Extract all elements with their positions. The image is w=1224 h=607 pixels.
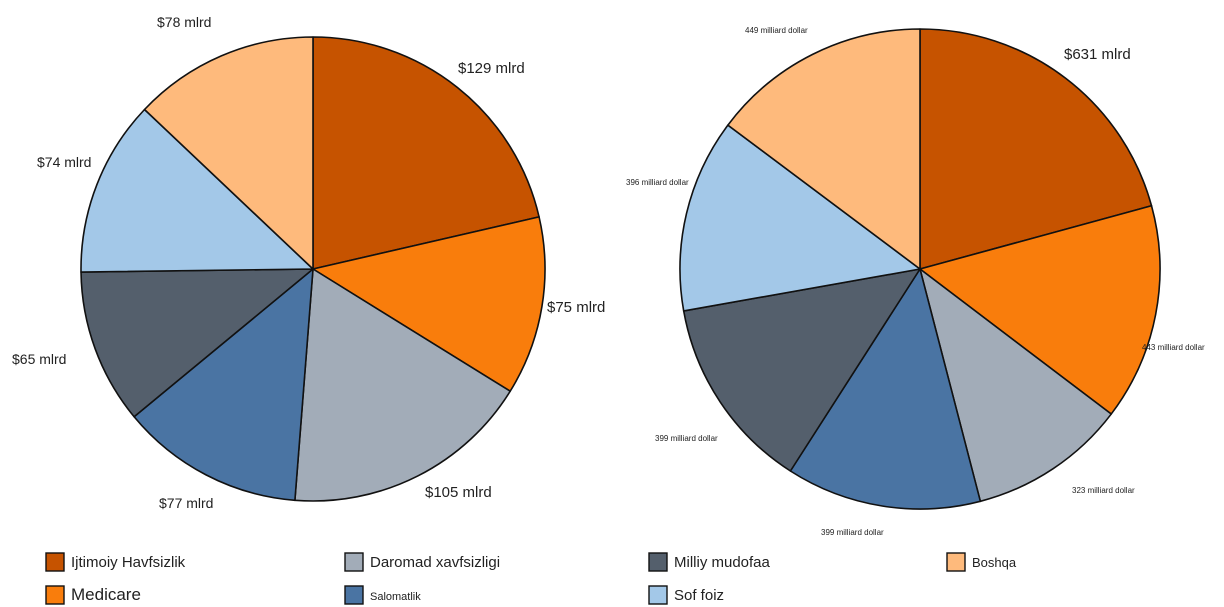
right-slice-ijtimoiy-havfsizlik bbox=[919, 28, 1153, 270]
legend-swatch bbox=[45, 585, 65, 605]
left-slice-sof-foiz bbox=[80, 108, 314, 273]
pie-chart-right: $631 mlrd 443 milliard dollar 323 milliard… bbox=[626, 26, 1205, 537]
legend-label: Daromad xavfsizligi bbox=[370, 554, 500, 571]
pie-chart-left: $129 mlrd $75 mlrd $105 mlrd $77 mlrd $65 ml… bbox=[12, 14, 605, 511]
legend-label: Salomatlik bbox=[370, 591, 421, 603]
right-data-label-milliy-mudofaa: 399 milliard dollar bbox=[655, 434, 718, 443]
right-slice-medicare bbox=[919, 204, 1161, 415]
legend-item-daromad-xavfsizligi: Daromad xavfsizligi bbox=[344, 552, 500, 572]
legend-swatch bbox=[344, 585, 364, 605]
left-data-label-sof-foiz: $74 mlrd bbox=[37, 154, 91, 170]
left-data-label-milliy-mudofaa: $65 mlrd bbox=[12, 351, 66, 367]
left-slice-boshqa bbox=[143, 36, 314, 270]
legend-item-milliy-mudofaa: Milliy mudofaa bbox=[648, 552, 771, 572]
legend-swatch bbox=[45, 552, 65, 572]
right-slice-daromad-xavfsizligi bbox=[919, 268, 1113, 503]
left-slice-daromad-xavfsizligi bbox=[294, 268, 511, 502]
right-data-label-daromad-xavfsizligi: 323 milliard dollar bbox=[1072, 486, 1135, 495]
right-data-label-salomatlik: 399 milliard dollar bbox=[821, 528, 884, 537]
right-slice-milliy-mudofaa bbox=[682, 268, 921, 472]
legend-label: Milliy mudofaa bbox=[674, 554, 771, 571]
left-data-label-medicare: $75 mlrd bbox=[547, 299, 605, 316]
left-slice-salomatlik bbox=[133, 268, 314, 502]
right-slice-boshqa bbox=[727, 28, 921, 270]
right-slice-sof-foiz bbox=[679, 124, 921, 312]
legend-item-ijtimoiy-havfsizlik: Ijtimoiy Havfsizlik bbox=[45, 552, 186, 572]
right-data-label-sof-foiz: 396 milliard dollar bbox=[626, 178, 689, 187]
legend-item-sof-foiz: Sof foiz bbox=[648, 585, 724, 605]
legend-label: Boshqa bbox=[972, 555, 1017, 570]
left-data-label-salomatlik: $77 mlrd bbox=[159, 495, 213, 511]
legend-swatch bbox=[946, 552, 966, 572]
legend-label: Ijtimoiy Havfsizlik bbox=[71, 554, 186, 571]
legend-swatch bbox=[648, 552, 668, 572]
left-slice-milliy-mudofaa bbox=[80, 268, 314, 418]
legend-item-medicare: Medicare bbox=[45, 585, 141, 605]
right-data-label-boshqa: 449 milliard dollar bbox=[745, 26, 808, 35]
legend-item-boshqa: Boshqa bbox=[946, 552, 1017, 572]
left-data-label-boshqa: $78 mlrd bbox=[157, 14, 211, 30]
right-data-label-ijtimoiy-havfsizlik: $631 mlrd bbox=[1064, 46, 1131, 63]
legend-label: Medicare bbox=[71, 585, 141, 604]
legend-item-salomatlik: Salomatlik bbox=[344, 585, 421, 605]
right-data-label-medicare: 443 milliard dollar bbox=[1142, 343, 1205, 352]
left-data-label-ijtimoiy-havfsizlik: $129 mlrd bbox=[458, 60, 525, 77]
right-slice-salomatlik bbox=[789, 268, 982, 510]
legend-swatch bbox=[648, 585, 668, 605]
left-slice-ijtimoiy-havfsizlik bbox=[312, 36, 540, 270]
legend: Ijtimoiy Havfsizlik Medicare Daromad xavfs… bbox=[45, 552, 1017, 605]
left-slice-medicare bbox=[312, 216, 546, 393]
left-data-label-daromad-xavfsizligi: $105 mlrd bbox=[425, 484, 492, 501]
legend-label: Sof foiz bbox=[674, 587, 724, 604]
legend-swatch bbox=[344, 552, 364, 572]
